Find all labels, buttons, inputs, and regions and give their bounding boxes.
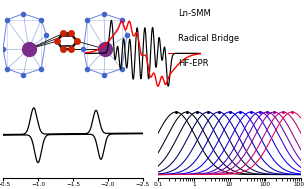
Text: Ln-SMM: Ln-SMM [178, 9, 211, 19]
Text: Radical Bridge: Radical Bridge [178, 34, 239, 43]
Text: HF-EPR: HF-EPR [178, 59, 208, 68]
